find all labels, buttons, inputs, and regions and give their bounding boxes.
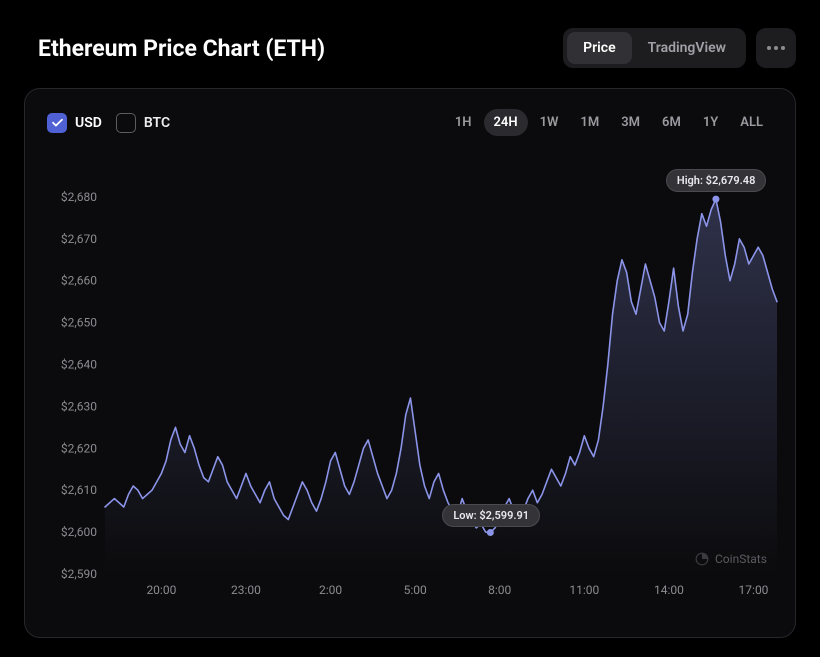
more-button[interactable] <box>756 28 796 68</box>
checkbox-usd-label: USD <box>75 115 102 131</box>
dots-icon <box>767 46 771 50</box>
check-icon <box>52 119 63 127</box>
price-chart[interactable]: $2,590 $2,600 $2,610 $2,620 $2,630 $2,640 $2,6… <box>43 146 783 616</box>
svg-text:2:00: 2:00 <box>319 583 342 597</box>
svg-text:5:00: 5:00 <box>404 583 427 597</box>
time-range-selector: 1H24H1W1M3M6M1YALL <box>445 109 773 136</box>
svg-text:$2,660: $2,660 <box>61 274 97 288</box>
checkbox-usd[interactable]: USD <box>47 113 102 133</box>
currency-checkboxes: USD BTC <box>47 113 170 133</box>
svg-text:11:00: 11:00 <box>569 583 599 597</box>
svg-text:$2,640: $2,640 <box>61 358 97 372</box>
range-1w[interactable]: 1W <box>530 109 569 136</box>
svg-text:$2,670: $2,670 <box>61 232 97 246</box>
svg-text:$2,620: $2,620 <box>61 441 97 455</box>
range-3m[interactable]: 3M <box>611 109 650 136</box>
range-6m[interactable]: 6M <box>652 109 691 136</box>
svg-text:$2,590: $2,590 <box>61 567 97 581</box>
watermark: CoinStats <box>695 552 767 566</box>
checkbox-btc-label: BTC <box>144 115 170 131</box>
high-badge: High: $2,679.48 <box>666 169 766 192</box>
svg-text:$2,600: $2,600 <box>61 525 97 539</box>
svg-text:$2,630: $2,630 <box>61 399 97 413</box>
page-title: Ethereum Price Chart (ETH) <box>38 35 325 62</box>
checkbox-btc[interactable]: BTC <box>116 113 170 133</box>
svg-text:14:00: 14:00 <box>654 583 684 597</box>
svg-text:23:00: 23:00 <box>231 583 261 597</box>
svg-text:$2,680: $2,680 <box>61 190 97 204</box>
svg-text:20:00: 20:00 <box>146 583 176 597</box>
coinstats-icon <box>695 552 709 566</box>
chart-card: USD BTC 1H24H1W1M3M6M1YALL $2,590$2,600$… <box>24 88 796 638</box>
view-toggle: Price TradingView <box>563 28 746 68</box>
range-all[interactable]: ALL <box>730 109 773 136</box>
range-24h[interactable]: 24H <box>484 109 528 136</box>
svg-text:$2,650: $2,650 <box>61 316 97 330</box>
tab-price[interactable]: Price <box>567 32 632 64</box>
range-1y[interactable]: 1Y <box>693 109 728 136</box>
svg-text:8:00: 8:00 <box>488 583 511 597</box>
watermark-text: CoinStats <box>715 552 767 566</box>
svg-text:17:00: 17:00 <box>739 583 769 597</box>
low-badge: Low: $2,599.91 <box>442 504 540 527</box>
svg-text:$2,610: $2,610 <box>61 483 97 497</box>
tab-tradingview[interactable]: TradingView <box>632 32 742 64</box>
range-1m[interactable]: 1M <box>570 109 609 136</box>
range-1h[interactable]: 1H <box>445 109 482 136</box>
